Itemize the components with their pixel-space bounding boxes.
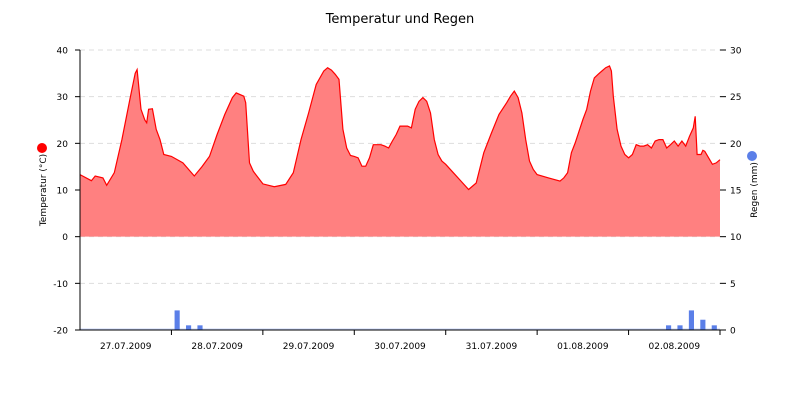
y-left-tick-label: 40	[57, 47, 69, 57]
y-left-tick-label: -20	[53, 327, 68, 337]
x-tick-label: 01.08.2009	[557, 342, 609, 352]
chart-title: Temperatur und Regen	[325, 12, 475, 27]
y-right-tick-label: 25	[730, 93, 741, 103]
x-tick-label: 02.08.2009	[649, 342, 701, 352]
rain-bar	[197, 325, 203, 330]
x-tick-label: 31.07.2009	[466, 342, 518, 352]
x-tick-label: 28.07.2009	[191, 342, 243, 352]
rain-bars	[80, 310, 720, 330]
y-right-tick-label: 5	[730, 280, 736, 290]
y-left-tick-label: -10	[53, 280, 68, 290]
x-tick-label: 29.07.2009	[283, 342, 335, 352]
y-left-label: Temperatur (°C)	[39, 154, 49, 227]
rain-bar	[711, 325, 717, 330]
temperature-line	[79, 65, 721, 191]
temperature-legend-marker	[37, 143, 47, 153]
x-tick-label: 27.07.2009	[100, 342, 152, 352]
axes: 40 30 20 10 0 -10 -20 30 25 20 15 10 5 0 27.07.2009 28.…	[53, 47, 741, 353]
y-right-tick-label: 0	[730, 327, 736, 337]
x-tick-label: 30.07.2009	[374, 342, 426, 352]
y-right-label: Regen (mm)	[750, 162, 760, 218]
y-left-tick-label: 0	[62, 233, 68, 243]
y-right-tick-label: 30	[730, 47, 742, 57]
rain-bar	[688, 310, 694, 330]
y-left-tick-label: 30	[57, 93, 69, 103]
rain-bar	[186, 325, 192, 330]
y-right-tick-label: 20	[730, 140, 742, 150]
y-right-tick-label: 10	[730, 233, 742, 243]
y-right-tick-label: 15	[730, 187, 741, 197]
rain-bar	[677, 325, 683, 330]
temperature-area	[80, 65, 720, 237]
y-left-tick-label: 10	[57, 187, 69, 197]
y-left-tick-label: 20	[57, 140, 69, 150]
rain-bar	[174, 310, 180, 330]
rain-legend-marker	[747, 151, 757, 161]
rain-bar	[700, 319, 706, 330]
rain-bar	[666, 325, 672, 330]
